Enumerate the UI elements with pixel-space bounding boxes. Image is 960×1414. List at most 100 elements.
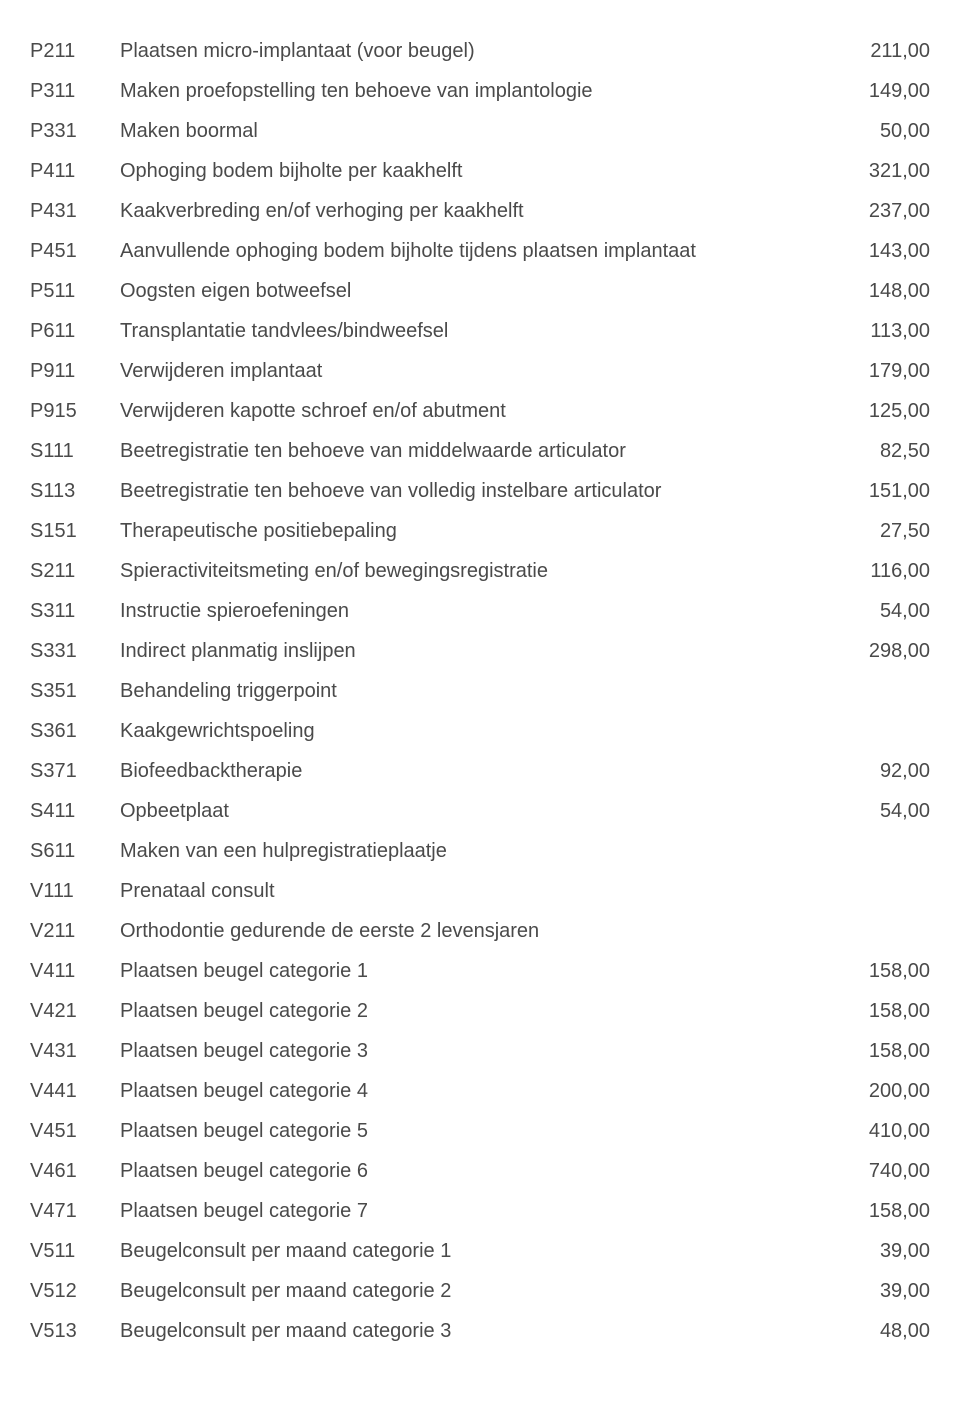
code-cell: S311 [30,600,120,623]
table-row: V441Plaatsen beugel categorie 4200,00 [30,1080,930,1103]
table-row: S611Maken van een hulpregistratieplaatje [30,840,930,863]
description-cell: Plaatsen beugel categorie 3 [120,1040,840,1063]
description-cell: Beugelconsult per maand categorie 3 [120,1320,840,1343]
code-cell: P451 [30,240,120,263]
code-cell: V431 [30,1040,120,1063]
table-row: S351Behandeling triggerpoint [30,680,930,703]
table-row: S361Kaakgewrichtspoeling [30,720,930,743]
code-cell: P411 [30,160,120,183]
description-cell: Plaatsen beugel categorie 6 [120,1160,840,1183]
table-row: S113Beetregistratie ten behoeve van voll… [30,480,930,503]
description-cell: Orthodontie gedurende de eerste 2 levens… [120,920,840,943]
code-cell: V111 [30,880,120,903]
description-cell: Maken van een hulpregistratieplaatje [120,840,840,863]
description-cell: Prenataal consult [120,880,840,903]
description-cell: Opbeetplaat [120,800,840,823]
code-cell: P611 [30,320,120,343]
table-row: P211Plaatsen micro-implantaat (voor beug… [30,40,930,63]
table-row: V471Plaatsen beugel categorie 7158,00 [30,1200,930,1223]
description-cell: Verwijderen kapotte schroef en/of abutme… [120,400,840,423]
description-cell: Maken proefopstelling ten behoeve van im… [120,80,840,103]
description-cell: Kaakgewrichtspoeling [120,720,840,743]
table-row: P411Ophoging bodem bijholte per kaakhelf… [30,160,930,183]
price-cell: 200,00 [840,1080,930,1103]
table-row: S151Therapeutische positiebepaling27,50 [30,520,930,543]
description-cell: Beugelconsult per maand categorie 1 [120,1240,840,1263]
price-cell: 82,50 [840,440,930,463]
table-row: P311Maken proefopstelling ten behoeve va… [30,80,930,103]
code-cell: S211 [30,560,120,583]
code-cell: P915 [30,400,120,423]
price-cell: 125,00 [840,400,930,423]
description-cell: Instructie spieroefeningen [120,600,840,623]
table-row: V431Plaatsen beugel categorie 3158,00 [30,1040,930,1063]
price-cell: 148,00 [840,280,930,303]
code-cell: V451 [30,1120,120,1143]
description-cell: Kaakverbreding en/of verhoging per kaakh… [120,200,840,223]
description-cell: Behandeling triggerpoint [120,680,840,703]
description-cell: Indirect planmatig inslijpen [120,640,840,663]
description-cell: Verwijderen implantaat [120,360,840,383]
price-cell: 50,00 [840,120,930,143]
price-cell: 158,00 [840,960,930,983]
table-row: V111Prenataal consult [30,880,930,903]
table-row: V512Beugelconsult per maand categorie 23… [30,1280,930,1303]
table-row: V211Orthodontie gedurende de eerste 2 le… [30,920,930,943]
price-cell: 237,00 [840,200,930,223]
description-cell: Spieractiviteitsmeting en/of bewegingsre… [120,560,840,583]
description-cell: Plaatsen beugel categorie 4 [120,1080,840,1103]
table-row: P611Transplantatie tandvlees/bindweefsel… [30,320,930,343]
code-cell: S351 [30,680,120,703]
code-cell: S113 [30,480,120,503]
price-cell: 92,00 [840,760,930,783]
description-cell: Plaatsen beugel categorie 7 [120,1200,840,1223]
price-cell: 158,00 [840,1200,930,1223]
description-cell: Transplantatie tandvlees/bindweefsel [120,320,840,343]
code-cell: V421 [30,1000,120,1023]
table-row: S331Indirect planmatig inslijpen298,00 [30,640,930,663]
code-cell: S111 [30,440,120,463]
description-cell: Ophoging bodem bijholte per kaakhelft [120,160,840,183]
code-cell: S371 [30,760,120,783]
code-cell: S411 [30,800,120,823]
description-cell: Therapeutische positiebepaling [120,520,840,543]
table-row: V421Plaatsen beugel categorie 2158,00 [30,1000,930,1023]
code-cell: V513 [30,1320,120,1343]
code-cell: P511 [30,280,120,303]
table-row: V511Beugelconsult per maand categorie 13… [30,1240,930,1263]
price-cell: 321,00 [840,160,930,183]
price-cell: 116,00 [840,560,930,583]
table-row: S111Beetregistratie ten behoeve van midd… [30,440,930,463]
description-cell: Aanvullende ophoging bodem bijholte tijd… [120,240,840,263]
code-cell: V471 [30,1200,120,1223]
code-cell: S611 [30,840,120,863]
table-row: P511Oogsten eigen botweefsel148,00 [30,280,930,303]
price-cell: 298,00 [840,640,930,663]
code-cell: P311 [30,80,120,103]
table-row: P451Aanvullende ophoging bodem bijholte … [30,240,930,263]
price-cell: 143,00 [840,240,930,263]
table-row: P431Kaakverbreding en/of verhoging per k… [30,200,930,223]
description-cell: Beugelconsult per maand categorie 2 [120,1280,840,1303]
price-cell: 740,00 [840,1160,930,1183]
table-row: V513Beugelconsult per maand categorie 34… [30,1320,930,1343]
description-cell: Plaatsen beugel categorie 5 [120,1120,840,1143]
price-cell: 39,00 [840,1280,930,1303]
code-cell: V511 [30,1240,120,1263]
price-cell: 149,00 [840,80,930,103]
table-row: P915Verwijderen kapotte schroef en/of ab… [30,400,930,423]
table-row: S411Opbeetplaat54,00 [30,800,930,823]
code-cell: P211 [30,40,120,63]
code-cell: P431 [30,200,120,223]
code-cell: V411 [30,960,120,983]
price-cell: 151,00 [840,480,930,503]
price-cell: 54,00 [840,600,930,623]
code-cell: P331 [30,120,120,143]
price-cell: 39,00 [840,1240,930,1263]
code-cell: S331 [30,640,120,663]
price-list: P211Plaatsen micro-implantaat (voor beug… [30,40,930,1343]
description-cell: Plaatsen micro-implantaat (voor beugel) [120,40,840,63]
code-cell: V211 [30,920,120,943]
table-row: S371Biofeedbacktherapie92,00 [30,760,930,783]
table-row: V411Plaatsen beugel categorie 1158,00 [30,960,930,983]
